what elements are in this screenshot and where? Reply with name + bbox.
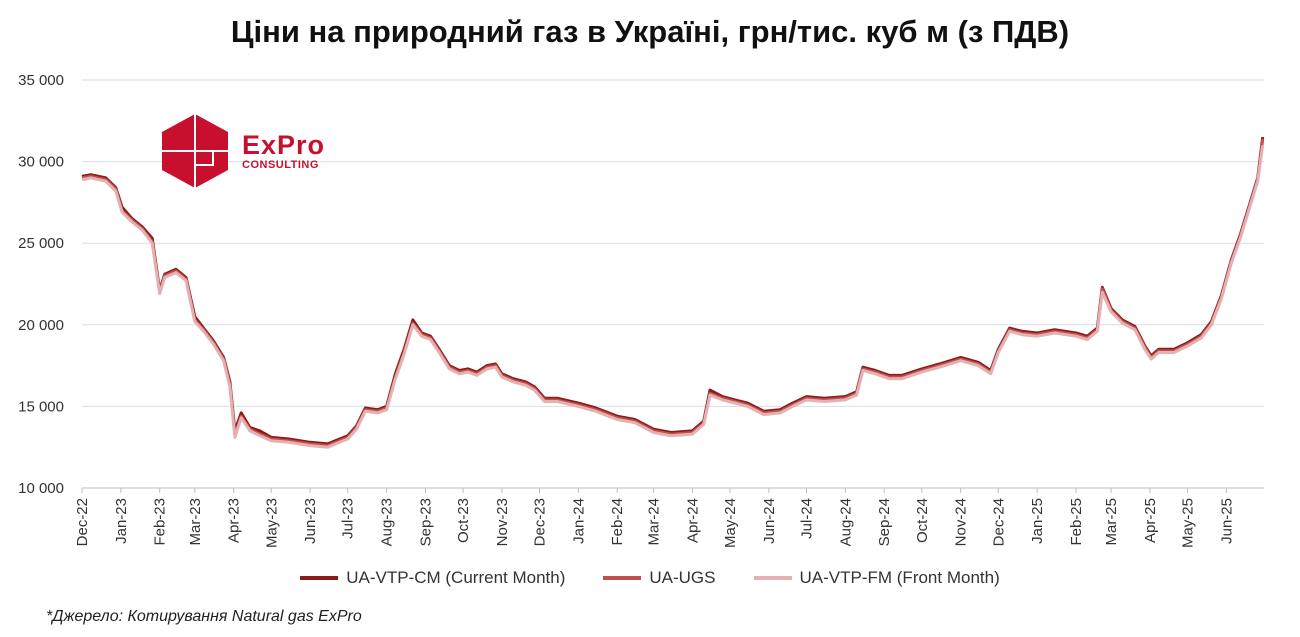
x-tick-label: Oct-23	[455, 498, 472, 543]
x-tick-label: Feb-25	[1068, 498, 1085, 546]
x-tick-label: Apr-25	[1142, 498, 1159, 543]
y-tick-label: 20 000	[18, 317, 64, 334]
x-tick-label: Apr-24	[684, 498, 701, 543]
x-tick-label: Mar-25	[1103, 498, 1120, 546]
legend-item-fm: UA-VTP-FM (Front Month)	[753, 568, 1000, 588]
series-lines	[81, 136, 1265, 449]
legend: UA-VTP-CM (Current Month) UA-UGS UA-VTP-…	[0, 568, 1300, 588]
chart-title: Ціни на природний газ в Україні, грн/тис…	[230, 14, 1070, 49]
y-tick-label: 35 000	[18, 72, 64, 89]
x-tick-label: Sep-24	[876, 498, 893, 546]
source-note: *Джерело: Котирування Natural gas ExPro	[46, 608, 362, 625]
x-tick-label: Jan-24	[570, 498, 587, 544]
legend-label-ugs: UA-UGS	[649, 568, 716, 587]
x-tick-label: Mar-24	[646, 498, 663, 546]
hexagon-logo-icon	[162, 114, 228, 188]
logo-name: ExPro	[242, 130, 326, 160]
x-tick-label: Oct-24	[914, 498, 931, 543]
x-tick-label: Jan-25	[1029, 498, 1046, 544]
y-tick-label: 15 000	[18, 398, 64, 415]
legend-item-cm: UA-VTP-CM (Current Month)	[300, 568, 565, 588]
x-tick-label: May-23	[263, 498, 280, 548]
x-tick-label: Dec-22	[74, 498, 91, 546]
x-tick-label: May-24	[722, 498, 739, 548]
x-tick-label: Mar-23	[187, 498, 204, 546]
series-line-2	[81, 145, 1265, 449]
y-tick-label: 30 000	[18, 154, 64, 171]
x-tick-label: Nov-24	[953, 498, 970, 546]
x-tick-label: Jun-23	[302, 498, 319, 544]
legend-label-fm: UA-VTP-FM (Front Month)	[799, 568, 1000, 587]
x-tick-label: Jul-23	[340, 498, 357, 539]
x-tick-label: Jun-24	[761, 498, 778, 544]
legend-swatch-ugs	[603, 576, 642, 580]
x-tick-label: Jul-24	[798, 498, 815, 539]
x-tick-label: Nov-23	[494, 498, 511, 546]
x-tick-label: Feb-24	[609, 498, 626, 546]
x-tick-label: May-25	[1180, 498, 1197, 548]
x-tick-label: Apr-23	[226, 498, 243, 543]
y-axis-tick-labels: 10 000 15 000 20 000 25 000 30 000 35 000	[18, 72, 64, 497]
logo-subtitle: CONSULTING	[242, 159, 319, 171]
x-tick-label: Sep-23	[417, 498, 434, 546]
x-axis-tick-labels: Dec-22 Jan-23 Feb-23 Mar-23 Apr-23 May-23 Jun-…	[74, 488, 1235, 548]
legend-label-cm: UA-VTP-CM (Current Month)	[346, 568, 566, 587]
legend-swatch-cm	[300, 576, 339, 580]
y-tick-label: 25 000	[18, 235, 64, 252]
x-tick-label: Feb-23	[152, 498, 169, 546]
x-tick-label: Aug-23	[379, 498, 396, 546]
legend-item-ugs: UA-UGS	[603, 568, 716, 588]
y-tick-label: 10 000	[18, 480, 64, 497]
legend-swatch-fm	[753, 576, 792, 580]
x-tick-label: Jan-23	[113, 498, 130, 544]
x-tick-label: Aug-24	[837, 498, 854, 546]
x-tick-label: Dec-24	[990, 498, 1007, 546]
expro-logo: ExPro CONSULTING	[160, 112, 325, 190]
x-tick-label: Jun-25	[1218, 498, 1235, 544]
x-tick-label: Dec-23	[532, 498, 549, 546]
grid-lines	[82, 79, 1264, 489]
